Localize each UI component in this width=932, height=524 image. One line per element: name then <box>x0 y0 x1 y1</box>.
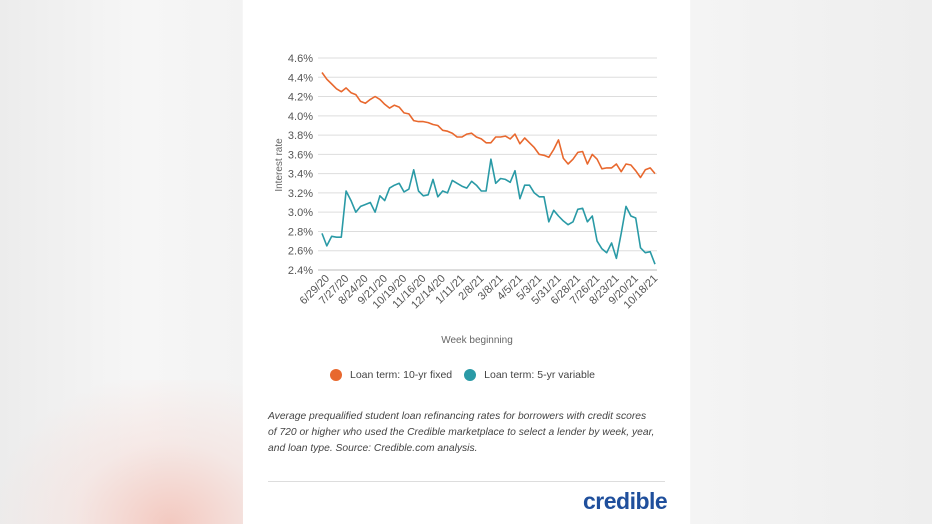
y-tick-label: 3.6% <box>288 149 313 161</box>
x-axis-title: Week beginning <box>441 335 513 346</box>
series-line-5yr-variable <box>321 158 656 265</box>
y-tick-label: 4.4% <box>288 72 313 84</box>
y-tick-label: 4.2% <box>288 92 313 104</box>
credible-logo: credible <box>583 488 668 514</box>
legend-label-10yr-fixed: Loan term: 10-yr fixed <box>350 369 453 381</box>
legend-dot-10yr-fixed <box>330 369 342 381</box>
y-tick-label: 2.8% <box>288 226 313 238</box>
chart-card <box>243 0 690 524</box>
caption-line: Average prequalified student loan refina… <box>268 411 647 422</box>
y-tick-label: 3.8% <box>288 130 313 142</box>
background-blur <box>0 380 243 524</box>
y-tick-label: 3.4% <box>288 169 313 181</box>
legend-dot-5yr-variable <box>464 369 477 381</box>
line-chart: 2.4% 2.6% 2.8% 3.0% 3.2% 3.4% 3.6% 3.8% 4.0% 4.2%… <box>274 53 660 346</box>
y-tick-label: 3.2% <box>288 188 313 200</box>
y-tick-label: 3.0% <box>288 207 313 219</box>
chart-caption: Average prequalified student loan refina… <box>268 409 668 457</box>
y-tick-label: 4.0% <box>288 111 313 123</box>
y-tick-label: 4.6% <box>288 53 313 65</box>
legend-label-5yr-variable: Loan term: 5-yr variable <box>484 369 596 381</box>
legend: Loan term: 10-yr fixed Loan term: 5-yr v… <box>330 369 607 381</box>
series-line-10yr-fixed <box>321 72 656 179</box>
divider <box>268 481 665 482</box>
y-tick-label: 2.4% <box>288 265 313 277</box>
y-axis-title: Interest rate <box>274 138 285 192</box>
caption-line: of 720 or higher who used the Credible m… <box>268 427 655 438</box>
y-tick-label: 2.6% <box>288 246 313 258</box>
caption-line: and loan type. Source: Credible.com anal… <box>268 443 478 454</box>
